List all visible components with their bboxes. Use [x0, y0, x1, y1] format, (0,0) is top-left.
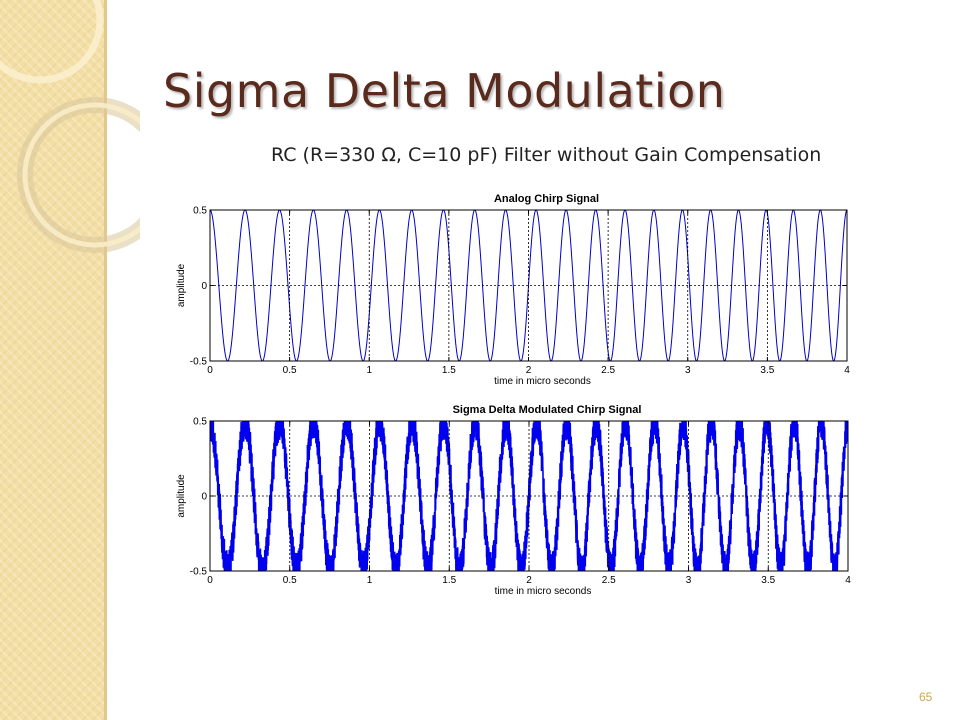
sidebar-edge: [104, 0, 107, 720]
y-axis-label: amplitude: [176, 263, 187, 307]
x-tick-label: 4: [845, 575, 851, 586]
x-tick-label: 1: [367, 575, 373, 586]
x-tick-label: 2: [526, 575, 532, 586]
y-tick-label: 0: [201, 492, 207, 503]
x-tick-label: 0: [207, 365, 213, 376]
x-tick-label: 0.5: [283, 575, 297, 586]
x-tick-label: 3: [685, 365, 691, 376]
x-tick-label: 3.5: [760, 365, 774, 376]
slide-subtitle: RC (R=330 Ω, C=10 pF) Filter without Gai…: [271, 144, 822, 166]
chart-title: Analog Chirp Signal: [494, 193, 599, 205]
x-tick-label: 3: [686, 575, 692, 586]
y-tick-label: -0.5: [190, 567, 208, 578]
slide-title: Sigma Delta Modulation: [163, 64, 726, 118]
y-tick-label: -0.5: [190, 357, 208, 368]
x-tick-label: 3.5: [761, 575, 775, 586]
x-tick-label: 1.5: [442, 365, 456, 376]
x-tick-label: 1: [366, 365, 372, 376]
decorative-swirls: [0, 0, 140, 253]
y-tick-label: 0.5: [193, 417, 207, 428]
x-tick-label: 2.5: [602, 575, 616, 586]
x-tick-label: 0: [207, 575, 213, 586]
x-axis-label: time in micro seconds: [494, 376, 591, 387]
y-tick-label: 0: [201, 281, 207, 292]
y-axis-label: amplitude: [176, 474, 187, 518]
x-tick-label: 2.5: [601, 365, 615, 376]
x-tick-label: 0.5: [283, 365, 297, 376]
page-number: 65: [919, 690, 933, 704]
x-tick-label: 1.5: [442, 575, 456, 586]
y-tick-label: 0.5: [193, 206, 207, 217]
chart-title: Sigma Delta Modulated Chirp Signal: [453, 404, 642, 416]
x-tick-label: 2: [526, 365, 532, 376]
x-tick-label: 4: [844, 365, 850, 376]
x-axis-label: time in micro seconds: [495, 586, 592, 597]
signal-trace: [210, 210, 847, 361]
